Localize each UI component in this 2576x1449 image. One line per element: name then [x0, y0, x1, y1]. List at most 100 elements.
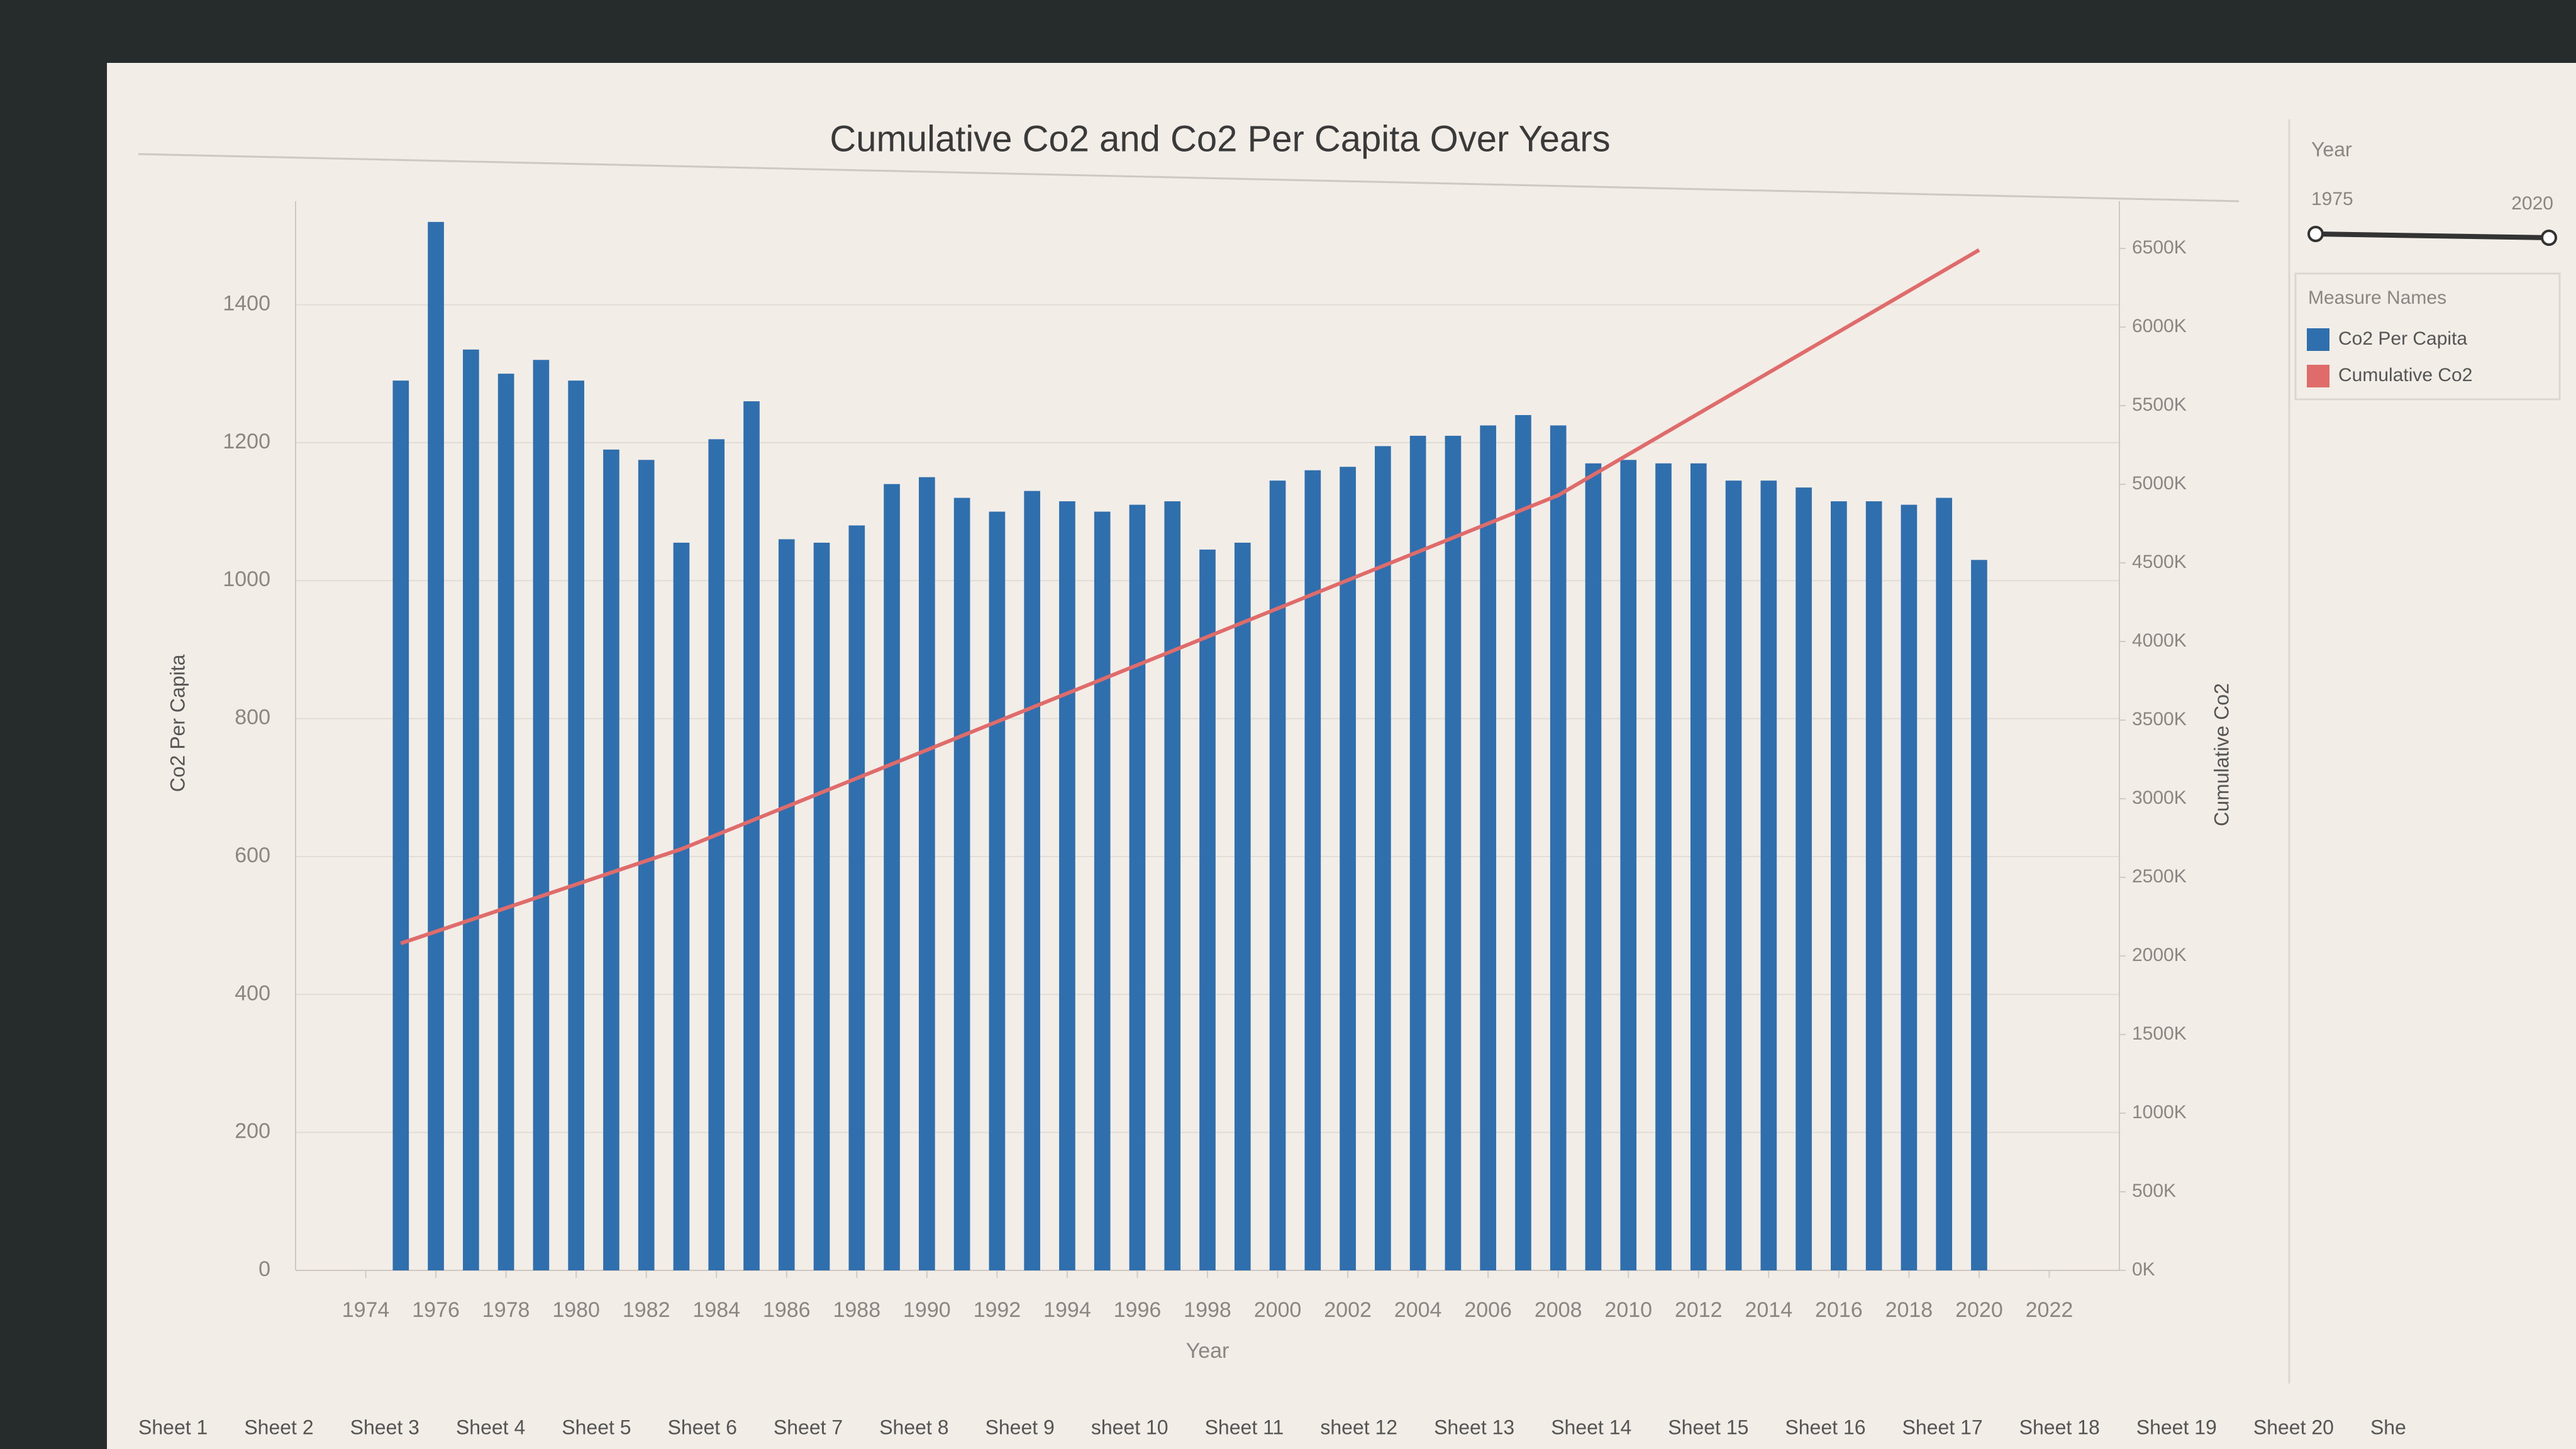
y2-tick-label: 2500K	[2132, 866, 2187, 887]
y2-tick-label: 2000K	[2132, 945, 2187, 965]
bar	[1340, 467, 1356, 1270]
bar	[1164, 501, 1181, 1270]
x-tick-label: 2010	[1604, 1298, 1652, 1322]
x-tick-label: 1998	[1184, 1298, 1231, 1322]
y2-tick-label: 4000K	[2132, 630, 2187, 651]
sheet-tab[interactable]: Sheet 15	[1668, 1416, 1748, 1438]
bar	[392, 380, 409, 1270]
sheet-tab[interactable]: Sheet 18	[2019, 1416, 2100, 1438]
y-axis-label: Co2 Per Capita	[166, 654, 189, 792]
legend-title: Measure Names	[2308, 287, 2446, 308]
bar	[1199, 549, 1216, 1270]
bar	[1725, 480, 1742, 1270]
bar	[1409, 435, 1426, 1270]
x-tick-label: 1990	[903, 1298, 951, 1322]
bar	[1831, 501, 1847, 1270]
bar	[463, 349, 479, 1271]
y2-tick-label: 6000K	[2132, 316, 2187, 336]
x-tick-label: 1982	[623, 1298, 670, 1322]
sheet-tab[interactable]: Sheet 7	[774, 1416, 843, 1438]
filter-slider-max[interactable]	[2541, 230, 2557, 246]
bar	[1024, 491, 1040, 1270]
bar	[1269, 480, 1286, 1270]
sheet-tab[interactable]: Sheet 9	[985, 1416, 1055, 1438]
y2-tick-label: 6500K	[2132, 237, 2187, 258]
bar	[813, 542, 830, 1270]
bar	[603, 449, 619, 1271]
bar	[1059, 501, 1075, 1270]
sheet-tab[interactable]: sheet 10	[1091, 1416, 1169, 1438]
legend-swatch	[2307, 365, 2329, 387]
bar	[497, 374, 514, 1270]
sheet-tab[interactable]: Sheet 4	[456, 1416, 525, 1438]
bar	[1971, 560, 1987, 1271]
sheet-tab[interactable]: Sheet 6	[668, 1416, 737, 1438]
legend-entry[interactable]: Co2 Per Capita	[2338, 328, 2467, 349]
filter-title: Year	[2311, 138, 2352, 160]
x-tick-label: 2020	[1955, 1298, 2003, 1322]
sheet-tab[interactable]: Sheet 14	[1551, 1416, 1631, 1438]
sheet-tab[interactable]: Sheet 11	[1205, 1416, 1284, 1438]
sheet-tab[interactable]: Sheet 2	[244, 1416, 313, 1438]
sheet-tab[interactable]: Sheet 8	[879, 1416, 948, 1438]
bar	[1094, 511, 1111, 1271]
sheet-tab[interactable]: Sheet 13	[1434, 1416, 1514, 1438]
y2-tick-label: 3000K	[2132, 787, 2187, 808]
y2-axis-label: Cumulative Co2	[2210, 683, 2233, 826]
chart-title: Cumulative Co2 and Co2 Per Capita Over Y…	[830, 118, 1610, 159]
bar	[1480, 425, 1496, 1270]
y2-tick-label: 0K	[2132, 1259, 2155, 1280]
x-tick-label: 2014	[1745, 1298, 1792, 1322]
bar	[533, 360, 550, 1270]
x-tick-label: 2022	[2026, 1298, 2074, 1322]
bar	[1865, 501, 1882, 1270]
bar	[673, 542, 690, 1270]
bar	[989, 511, 1006, 1271]
y-tick-label: 1400	[223, 292, 270, 316]
sheet-tab[interactable]: Sheet 1	[138, 1416, 208, 1438]
sheet-tab[interactable]: Sheet 3	[350, 1416, 419, 1438]
bar	[708, 439, 725, 1270]
sheet-tab[interactable]: Sheet 16	[1785, 1416, 1865, 1438]
filter-slider-track	[2314, 231, 2551, 240]
bar	[884, 484, 900, 1270]
legend-entry[interactable]: Cumulative Co2	[2338, 365, 2472, 386]
sheet-tab[interactable]: Sheet 19	[2136, 1416, 2217, 1438]
filter-slider-min[interactable]	[2307, 226, 2324, 242]
bar	[1550, 425, 1567, 1270]
x-tick-label: 2000	[1254, 1298, 1302, 1322]
sheet-tab[interactable]: Sheet 20	[2253, 1416, 2334, 1438]
x-tick-label: 1976	[412, 1298, 460, 1322]
y-tick-label: 200	[235, 1119, 270, 1143]
x-tick-label: 2004	[1394, 1298, 1442, 1322]
legend-box	[2294, 272, 2561, 401]
x-tick-label: 2008	[1535, 1298, 1582, 1322]
bar	[1375, 446, 1391, 1270]
sheet-tab[interactable]: sheet 12	[1320, 1416, 1397, 1438]
bar	[919, 477, 935, 1270]
bar	[1901, 504, 1918, 1271]
x-tick-label: 1986	[763, 1298, 811, 1322]
y2-tick-label: 5500K	[2132, 394, 2187, 415]
bar	[428, 221, 444, 1271]
bar	[1690, 463, 1707, 1270]
x-tick-label: 1974	[342, 1298, 390, 1322]
x-tick-label: 1994	[1043, 1298, 1091, 1322]
y2-tick-label: 500K	[2132, 1180, 2176, 1201]
x-tick-label: 1984	[692, 1298, 740, 1322]
x-tick-label: 1992	[974, 1298, 1021, 1322]
sheet-tab[interactable]: Sheet 17	[1902, 1416, 1983, 1438]
bar	[743, 401, 760, 1271]
y2-tick-label: 1000K	[2132, 1102, 2187, 1123]
x-tick-label: 2016	[1815, 1298, 1863, 1322]
bar	[1796, 487, 1812, 1270]
y-tick-label: 800	[235, 706, 270, 730]
filter-max: 2020	[2511, 193, 2553, 214]
x-tick-label: 1980	[552, 1298, 600, 1322]
legend-swatch	[2307, 328, 2329, 351]
x-tick-label: 1978	[482, 1298, 530, 1322]
sheet-tab[interactable]: Sheet 5	[562, 1416, 631, 1438]
sheet-tab[interactable]: She	[2370, 1416, 2406, 1438]
